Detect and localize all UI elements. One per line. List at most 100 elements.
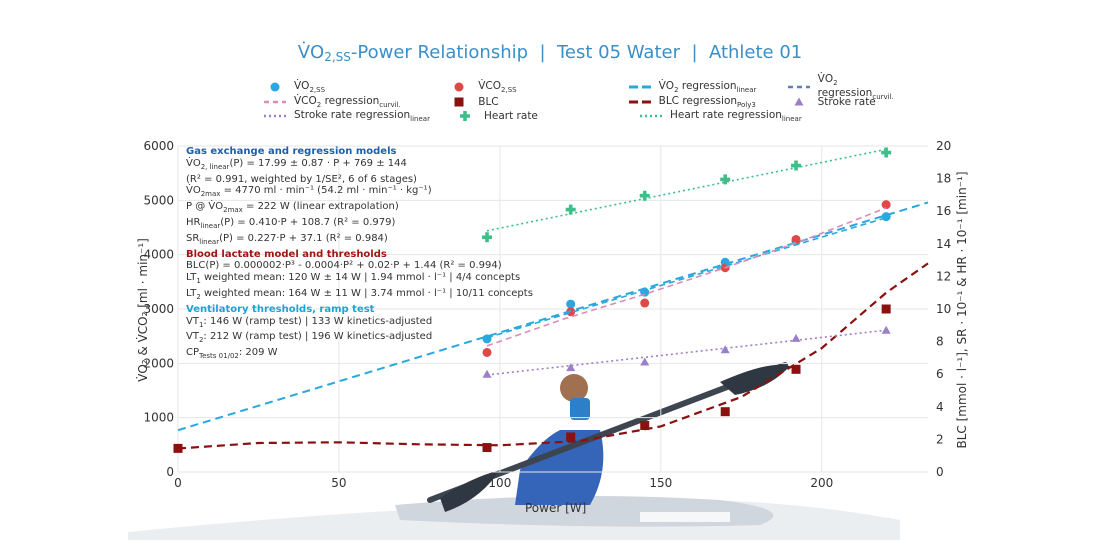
legend-symbol (786, 81, 812, 93)
series-line (486, 207, 887, 347)
blc-point (791, 364, 801, 374)
grid-lines (177, 145, 928, 473)
y-right-tick-label: 6 (936, 367, 944, 381)
legend-label: V̇CO2 regressioncurvil. (294, 94, 401, 109)
y-left-tick-label: 1000 (143, 411, 174, 425)
gas-exchange-line: HRlinear(P) = 0.410·P + 108.7 (R² = 0.97… (186, 216, 396, 230)
series-line (177, 262, 929, 450)
blc-point (482, 443, 492, 453)
y-right-tick-label: 14 (936, 237, 951, 251)
legend-item-blc: BLC (446, 96, 626, 108)
vco2-point (482, 347, 492, 357)
y-left-tick-label: 3000 (143, 302, 174, 316)
y-axis-left-label: V̇O₂ & V̇CO₂ [ml · min⁻¹] (136, 238, 150, 382)
blc-point (566, 432, 576, 442)
legend-symbol (262, 110, 288, 122)
legend-item-vo2: V̇O2,SS (262, 80, 446, 94)
stroke-rate-point (640, 357, 650, 366)
y-right-tick-label: 18 (936, 172, 951, 186)
blood-lactate-line: LT1 weighted mean: 120 W ± 14 W | 1.94 m… (186, 272, 521, 286)
y-right-tick-label: 12 (936, 269, 951, 283)
x-axis-label: Power [W] (525, 501, 587, 515)
x-tick-label: 100 (488, 476, 511, 490)
kayak-logo (640, 512, 730, 522)
legend-label: Heart rate (484, 110, 538, 123)
ventilatory-line: VT2: 212 W (ramp test) | 196 W kinetics-… (186, 331, 433, 345)
athlete-body (515, 430, 604, 505)
y-axis-right-label: BLC [mmol · l⁻¹], SR · 10⁻¹ & HR · 10⁻¹ … (955, 171, 969, 449)
gas-exchange-line: V̇O2max = 4770 ml · min⁻¹ (54.2 ml · min… (186, 185, 432, 199)
y-right-tick-label: 4 (936, 400, 944, 414)
vco2-point (640, 298, 650, 308)
ventilatory-line: VT1: 146 W (ramp test) | 133 W kinetics-… (186, 315, 433, 329)
gas-exchange-line: SRlinear(P) = 0.227·P + 37.1 (R² = 0.984… (186, 232, 388, 246)
x-tick-label: 0 (174, 476, 182, 490)
y-right-tick-label: 0 (936, 465, 944, 479)
gas-exchange-header: Gas exchange and regression models (186, 146, 397, 157)
paddle-blade-left (440, 470, 500, 512)
paddle-blade-right (720, 364, 790, 395)
legend-symbol (627, 81, 653, 93)
chart-title: V̇O2,SS-Power Relationship | Test 05 Wat… (297, 42, 803, 64)
x-tick-label: 150 (649, 476, 672, 490)
legend-item-sr: Stroke rate (786, 96, 902, 108)
kayak-athlete-photo (128, 362, 900, 540)
legend-item-vo2lin: V̇O2 regressionlinear (627, 80, 786, 94)
blc-point (720, 407, 730, 417)
legend-item-vco2curv: V̇CO2 regressioncurvil. (262, 95, 446, 109)
series-line (486, 216, 887, 339)
legend-row: V̇CO2 regressioncurvil. BLC BLC regression… (262, 95, 902, 110)
legend-item-blcfit: BLC regressionPoly3 (627, 95, 786, 109)
stroke-rate-point (720, 345, 730, 354)
legend-item-hrfit: Heart rate regressionlinear (638, 109, 802, 123)
y-left-tick-label: 6000 (143, 139, 174, 153)
x-tick-label: 200 (810, 476, 833, 490)
legend-label: Stroke rate (817, 95, 876, 108)
legend-row: Stroke rate regressionlinear Heart rate He… (262, 109, 902, 124)
stroke-rate-point (881, 325, 891, 334)
legend-symbol (446, 96, 472, 108)
series-line (486, 148, 887, 232)
ventilatory-header: Ventilatory thresholds, ramp test (186, 303, 375, 315)
heart-rate-point (720, 174, 731, 185)
legend-symbol (446, 81, 472, 93)
data-marks (173, 147, 929, 453)
heart-rate-point (791, 160, 802, 171)
legend-item-vo2curv: V̇O2 regressioncurvil. (786, 73, 902, 101)
ventilatory-line: CPTests 01/02: 209 W (186, 347, 278, 361)
blood-lactate-line: BLC(P) = 0.000002·P³ - 0.0004·P² + 0.02·… (186, 260, 502, 272)
gas-mask (570, 398, 590, 420)
blood-lactate-header: Blood lactate model and thresholds (186, 248, 387, 260)
stroke-rate-point (791, 333, 801, 342)
heart-rate-point (565, 204, 576, 215)
y-left-tick-label: 4000 (143, 248, 174, 262)
legend-label: BLC regressionPoly3 (658, 94, 756, 109)
legend-symbol (627, 96, 653, 108)
legend-label: V̇O2 regressioncurvil. (817, 73, 894, 102)
y-left-tick-label: 0 (166, 465, 174, 479)
vo2-point (566, 299, 576, 309)
heart-rate-point (639, 190, 650, 201)
vco2-point (791, 234, 801, 244)
y-right-tick-label: 20 (936, 139, 951, 153)
y-left-tick-label: 2000 (143, 356, 174, 370)
gas-exchange-line: P @ V̇O2max = 222 W (linear extrapolatio… (186, 201, 399, 215)
blc-point (640, 421, 650, 431)
vco2-point (881, 200, 891, 210)
legend-label: V̇O2,SS (294, 80, 326, 95)
legend-label: V̇CO2,SS (478, 80, 517, 95)
legend-item-srfit: Stroke rate regressionlinear (262, 109, 452, 123)
blc-point (881, 304, 891, 314)
athlete-head (560, 374, 588, 402)
y-right-tick-label: 16 (936, 204, 951, 218)
y-right-tick-label: 2 (936, 432, 944, 446)
legend-label: Stroke rate regressionlinear (294, 109, 430, 124)
legend: V̇O2,SS V̇CO2,SS V̇O2 regressionlinear V̇O2… (262, 73, 902, 124)
legend-row: V̇O2,SS V̇CO2,SS V̇O2 regressionlinear V̇O2… (262, 73, 902, 101)
gas-exchange-line: V̇O2, linear(P) = 17.99 ± 0.87 · P + 769… (186, 157, 407, 171)
legend-label: Heart rate regressionlinear (670, 109, 802, 124)
legend-item-vco2: V̇CO2,SS (446, 80, 626, 94)
legend-label: BLC (478, 95, 499, 108)
legend-item-hr: Heart rate (452, 110, 638, 122)
